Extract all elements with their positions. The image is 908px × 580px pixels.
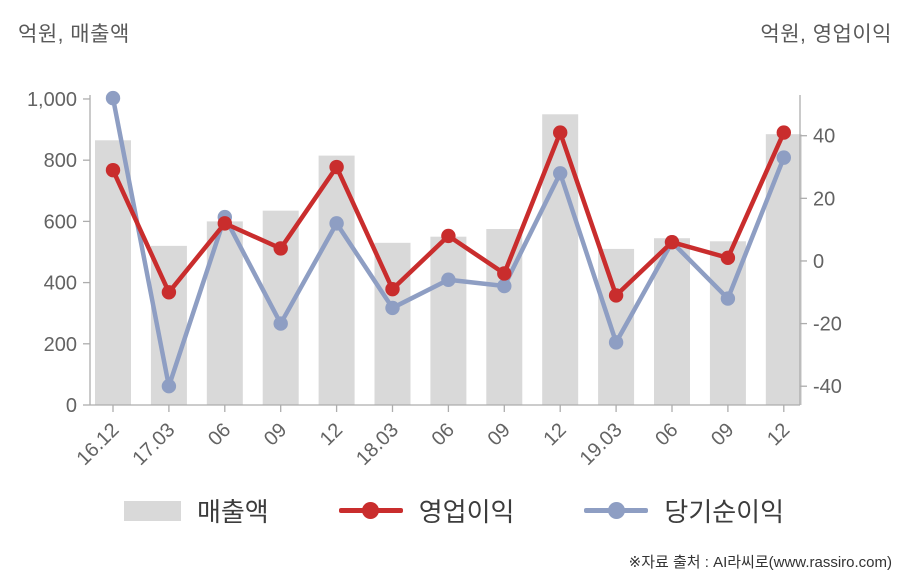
- axis-tick-label: 600: [44, 211, 77, 233]
- bar: [374, 242, 411, 405]
- marker: [720, 250, 736, 266]
- bar: [262, 210, 299, 405]
- axis-tick-label: 19.03: [576, 419, 627, 470]
- axis-tick-label: 12: [539, 419, 570, 450]
- marker: [497, 278, 512, 294]
- marker: [273, 241, 288, 256]
- bar: [95, 140, 131, 406]
- marker: [105, 90, 121, 106]
- marker: [776, 150, 791, 165]
- bar: [430, 236, 467, 405]
- axis-tick-label: 16.12: [73, 419, 124, 470]
- legend-item-net-profit: 당기순이익: [584, 492, 784, 529]
- axis-tick-label: 06: [204, 419, 235, 450]
- axis-tick-label: 400: [44, 273, 77, 295]
- legend-item-operating-profit: 영업이익: [338, 492, 515, 529]
- left-axis-title: 억원, 매출액: [18, 23, 130, 46]
- marker: [664, 234, 680, 250]
- bar: [486, 229, 523, 405]
- legend-item-revenue: 매출액: [123, 492, 269, 529]
- line-swatch-dot: [362, 502, 380, 519]
- axis-tick-label: 06: [428, 419, 459, 450]
- marker: [553, 166, 568, 181]
- right-axis-title: 억원, 영업이익: [760, 23, 892, 46]
- marker: [720, 291, 736, 306]
- axis-tick-label: 12: [763, 419, 794, 450]
- axis-tick-label: 1,000: [27, 89, 77, 111]
- bar: [765, 134, 802, 405]
- marker: [608, 288, 624, 303]
- marker: [329, 216, 344, 231]
- marker: [161, 379, 177, 394]
- marker: [441, 272, 456, 287]
- axis-tick-label: 0: [66, 395, 77, 417]
- bar: [598, 248, 635, 405]
- legend-label-net-profit: 당기순이익: [664, 497, 785, 527]
- marker: [553, 125, 568, 140]
- chart-legend: 매출액 영업이익 당기순이익: [0, 492, 908, 529]
- marker: [385, 281, 400, 297]
- axis-tick-label: -40: [813, 376, 842, 398]
- operating-profit-line-swatch: [338, 500, 403, 522]
- axis-tick-label: 12: [316, 419, 347, 450]
- axis-tick-label: -20: [813, 314, 842, 336]
- chart-canvas: 0 200 400 600 800 1,000 -40 -20 0 20 40 16.12 17.03 0…: [27, 89, 842, 470]
- axis-tick-label: 18.03: [352, 419, 403, 470]
- marker: [776, 125, 791, 140]
- marker: [497, 266, 512, 281]
- marker: [385, 300, 400, 316]
- axis-tick-label: 200: [44, 334, 77, 356]
- axis-tick-label: 09: [484, 419, 515, 450]
- marker: [608, 335, 624, 350]
- marker: [161, 285, 177, 300]
- axis-tick-label: 06: [651, 419, 682, 450]
- source-note: ※자료 출처 : AI라씨로(www.rassiro.com): [628, 554, 892, 571]
- axis-tick-label: 09: [260, 419, 291, 450]
- bar: [542, 114, 579, 406]
- legend-label-operating-profit: 영업이익: [418, 497, 515, 527]
- axis-tick-label: 09: [707, 419, 738, 450]
- marker: [217, 216, 232, 231]
- marker: [441, 228, 456, 244]
- axis-tick-label: 20: [813, 188, 835, 210]
- marker: [273, 316, 288, 331]
- axis-tick-label: 800: [44, 150, 77, 172]
- axis-tick-label: 0: [813, 251, 824, 273]
- marker: [105, 162, 121, 178]
- revenue-bar-swatch: [123, 500, 181, 521]
- legend-label-revenue: 매출액: [196, 497, 269, 527]
- axis-tick-label: 17.03: [128, 419, 179, 470]
- line-swatch-dot: [607, 502, 625, 519]
- axis-tick-label: 40: [813, 126, 835, 148]
- net-profit-line-swatch: [584, 500, 649, 522]
- marker: [329, 159, 344, 175]
